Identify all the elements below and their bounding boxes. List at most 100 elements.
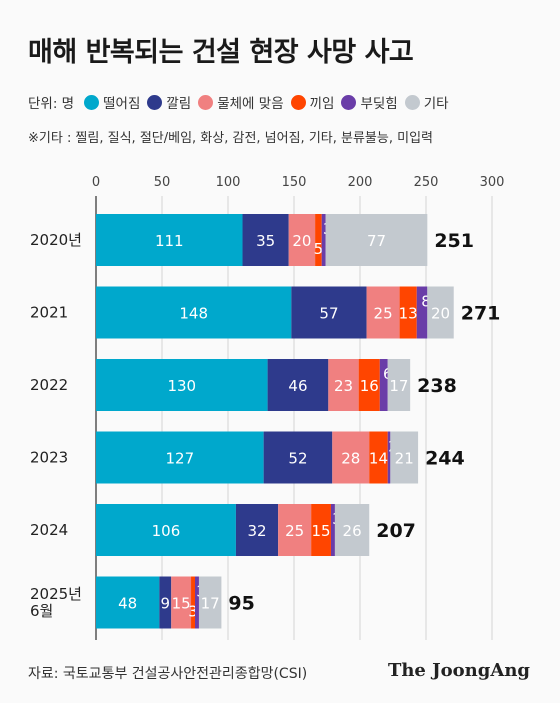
bar-segment [390, 431, 419, 484]
category-label: 2024 [30, 521, 68, 539]
bar-value-label: 16 [360, 377, 379, 395]
bar-value-label: 21 [395, 450, 414, 468]
bar-value-label: 111 [155, 232, 184, 250]
bar-value-label: 46 [288, 377, 307, 395]
x-tick-label: 50 [154, 175, 171, 190]
bar-segment [263, 431, 333, 484]
bar-segment [159, 576, 172, 629]
bar-value-label: 32 [247, 522, 266, 540]
legend-label: 부딪힘 [360, 96, 398, 112]
bar-segment [427, 286, 454, 339]
legend-item-collision: 부딪힘 [341, 92, 398, 112]
bar-value-label: 14 [369, 450, 388, 468]
bar-segment [358, 359, 380, 411]
bar-value-label: 26 [343, 522, 362, 540]
bar-segment [291, 286, 367, 339]
x-tick-label: 250 [414, 175, 439, 190]
bar-value-label: 17 [389, 377, 408, 395]
bar-segment [332, 431, 370, 484]
chart-title: 매해 반복되는 건설 현장 사망 사고 [28, 37, 414, 68]
bar-total-label: 244 [425, 448, 465, 470]
other-category-note: ※기타 : 찔림, 질식, 절단/베임, 화상, 감전, 넘어짐, 기타, 분류… [28, 131, 433, 146]
bar-segment [387, 431, 391, 484]
legend-swatch [198, 94, 214, 110]
legend-swatch [341, 94, 357, 110]
bar-value-label: 48 [118, 595, 137, 613]
bar-value-label: 9 [161, 595, 171, 613]
bar-value-label: 130 [167, 377, 196, 395]
bar-value-label: 127 [165, 450, 194, 468]
bar-segment [366, 286, 400, 339]
bar-value-label: 17 [201, 595, 220, 613]
bar-value-label: 15 [312, 522, 331, 540]
bar-value-label: 23 [334, 377, 353, 395]
bar-segment [278, 504, 312, 556]
category-label: 2023 [30, 449, 68, 467]
bar-value-label: 106 [152, 522, 181, 540]
legend-item-struck: 물체에 맞음 [198, 92, 284, 112]
bar-segment [96, 431, 264, 484]
bar-value-label: 20 [431, 305, 450, 323]
category-label: 2025년 [30, 585, 82, 603]
bar-segment [195, 576, 199, 629]
bar-segment [311, 504, 331, 556]
bar-value-label: 35 [256, 232, 275, 250]
legend-item-caught: 끼임 [290, 92, 335, 112]
category-label: 2020년 [30, 231, 82, 249]
bar-segment [267, 359, 329, 411]
category-label: 2022 [30, 376, 68, 394]
legend-swatch [84, 94, 100, 110]
bar-segment [96, 359, 268, 411]
bar-total-label: 251 [434, 230, 474, 252]
bar-value-label: 8 [421, 293, 431, 311]
bar-segment [171, 576, 192, 629]
bar-segment [369, 431, 388, 484]
bar-segment [288, 214, 316, 266]
bar-value-label: 57 [319, 305, 338, 323]
legend-label: 기타 [423, 96, 449, 112]
bar-segment [328, 359, 359, 411]
bar-value-label: 25 [374, 305, 393, 323]
legend-swatch [290, 94, 306, 110]
x-tick-label: 150 [282, 175, 307, 190]
bar-value-label: 28 [341, 450, 360, 468]
bar-segment [321, 214, 326, 266]
legend-label: 물체에 맞음 [217, 96, 284, 112]
legend-item-crushed: 깔림 [147, 92, 191, 112]
legend-label: 끼임 [309, 96, 335, 112]
category-label: 6월 [30, 602, 53, 620]
bar-segment [96, 576, 160, 629]
bar-total-label: 271 [461, 303, 501, 325]
source-note: 자료: 국토교통부 건설공사안전관리종합망(CSI) [28, 666, 308, 682]
bar-total-label: 95 [228, 593, 254, 615]
bar-segment [325, 214, 428, 266]
bar-segment [399, 286, 417, 339]
bar-segment [379, 359, 388, 411]
bar-value-label: 15 [172, 595, 191, 613]
bar-value-label: 13 [399, 305, 418, 323]
bar-total-label: 238 [417, 375, 457, 397]
stacked-bar-chart: 0501001502002503002020년11135205377251202… [30, 175, 504, 640]
bar-value-label: 148 [179, 305, 208, 323]
bar-segment [387, 359, 411, 411]
bar-total-label: 207 [376, 520, 416, 542]
bar-value-label: 5 [314, 240, 324, 258]
bar-segment [191, 576, 195, 629]
bar-value-label: 52 [288, 450, 307, 468]
bar-segment [96, 214, 243, 266]
x-tick-label: 200 [348, 175, 373, 190]
unit-label: 단위: 명 [28, 96, 75, 112]
bar-segment [96, 286, 292, 339]
bar-segment [330, 504, 335, 556]
legend: 단위: 명 떨어짐 깔림 물체에 맞음 끼임 부딪힘 기타 [28, 92, 456, 112]
bar-segment [198, 576, 222, 629]
bar-segment [416, 286, 428, 339]
bar-value-label: 3 [188, 603, 198, 621]
x-tick-label: 0 [92, 175, 100, 190]
bar-segment [315, 214, 322, 266]
bar-segment [96, 504, 236, 556]
legend-label: 떨어짐 [103, 96, 141, 112]
bar-segment [242, 214, 289, 266]
bar-segment [235, 504, 279, 556]
legend-swatch [147, 94, 163, 110]
